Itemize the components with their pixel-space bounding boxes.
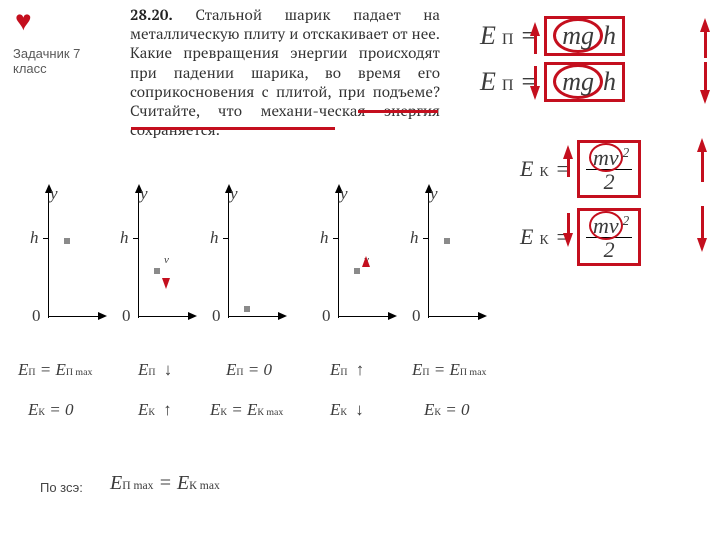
conservation-label: По зсэ:	[40, 480, 83, 495]
energy-state-r1-c4: EК = 0	[424, 400, 469, 420]
graph-4: yh0	[410, 190, 480, 330]
problem-statement: 28.20. Стальной шарик падает на металлич…	[130, 6, 440, 140]
annotation-arrow-stem	[534, 66, 537, 88]
annotation-arrow-stem	[701, 206, 704, 240]
annotation-arrow-head	[700, 18, 710, 32]
conservation-equation: EП max = EК max	[110, 472, 220, 495]
graph-0: yh0	[30, 190, 100, 330]
heart-icon: ♥	[15, 6, 32, 38]
energy-state-r1-c1: EК ↑	[138, 400, 172, 420]
annotation-arrow-head	[530, 86, 540, 100]
annotation-arrow-stem	[704, 62, 707, 92]
annotation-arrow-stem	[701, 148, 704, 182]
highlight-underline-1	[131, 126, 335, 130]
energy-state-r1-c0: EК = 0	[28, 400, 73, 420]
graph-1: yh0v⃗	[120, 190, 190, 330]
annotation-arrow-head	[697, 238, 707, 252]
kinetic-energy-formula-0: EК = mv22	[520, 140, 641, 198]
annotation-arrow-head	[697, 138, 707, 152]
annotation-arrow-head	[563, 233, 573, 247]
sidebar-label: Задачник 7класс	[13, 47, 80, 77]
energy-state-r1-c3: EК ↓	[330, 400, 364, 420]
potential-energy-formula-0: EП = mgh	[480, 16, 625, 56]
annotation-arrow-head	[530, 22, 540, 36]
potential-energy-formula-1: EП = mgh	[480, 62, 625, 102]
annotation-arrow-stem	[704, 28, 707, 58]
graph-3: yh0v⃗	[320, 190, 390, 330]
energy-state-r0-c3: EП ↑	[330, 360, 364, 380]
highlight-underline-0	[358, 109, 438, 113]
annotation-arrow-head	[563, 145, 573, 159]
annotation-arrow-head	[700, 90, 710, 104]
energy-state-r0-c1: EП ↓	[138, 360, 172, 380]
annotation-arrow-stem	[567, 213, 570, 235]
energy-state-r0-c2: EП = 0	[226, 360, 272, 380]
kinetic-energy-formula-1: EК = mv22	[520, 208, 641, 266]
energy-state-r0-c4: EП = EП max	[412, 360, 486, 380]
energy-state-r1-c2: EК = EК max	[210, 400, 283, 420]
graph-2: yh0	[210, 190, 280, 330]
energy-state-r0-c0: EП = EП max	[18, 360, 92, 380]
